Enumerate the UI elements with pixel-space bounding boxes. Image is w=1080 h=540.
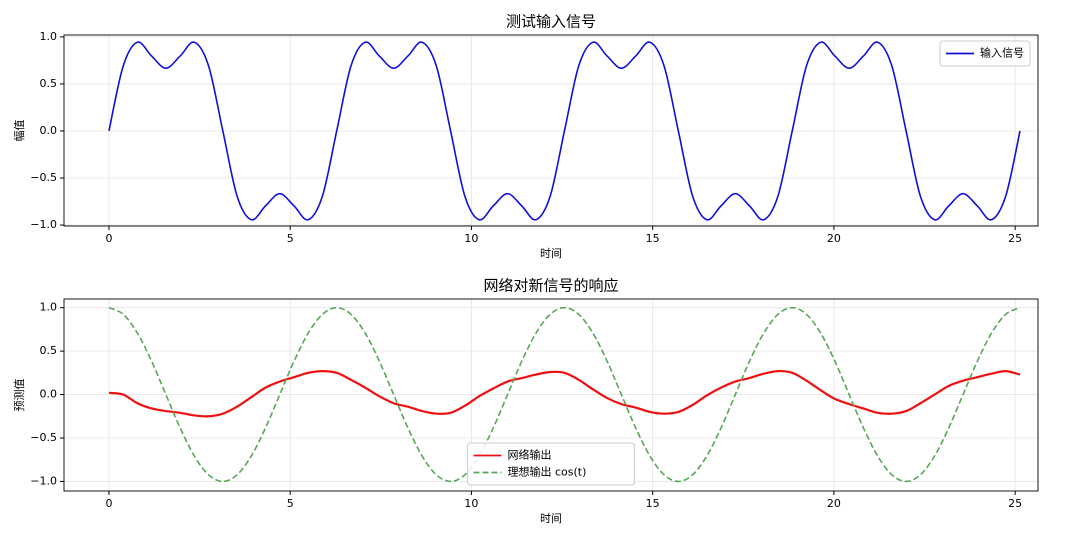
x-tick-label: 20 bbox=[827, 497, 841, 510]
legend-box bbox=[467, 442, 635, 486]
x-tick-label: 5 bbox=[287, 497, 294, 510]
legend: 输入信号 bbox=[939, 40, 1031, 67]
legend-label: 输入信号 bbox=[980, 46, 1024, 60]
y-tick-label: 0.0 bbox=[40, 124, 58, 137]
series-line bbox=[108, 306, 1021, 483]
x-tick-label: 0 bbox=[105, 232, 112, 245]
x-tick-label: 10 bbox=[464, 232, 478, 245]
y-tick-label: 1.0 bbox=[40, 30, 58, 43]
y-tick-label: −1.0 bbox=[30, 218, 57, 231]
x-tick-label: 0 bbox=[105, 497, 112, 510]
y-tick-label: −1.0 bbox=[30, 474, 57, 487]
chart-title: 网络对新信号的响应 bbox=[483, 277, 618, 295]
x-axis-label: 时间 bbox=[540, 512, 562, 525]
x-tick-label: 25 bbox=[1008, 497, 1022, 510]
x-tick-label: 20 bbox=[827, 232, 841, 245]
x-tick-label: 15 bbox=[646, 497, 660, 510]
series-line bbox=[108, 369, 1021, 418]
x-tick-label: 15 bbox=[646, 232, 660, 245]
x-tick-label: 10 bbox=[464, 497, 478, 510]
x-tick-label: 5 bbox=[287, 232, 294, 245]
axes-frame bbox=[63, 298, 1039, 492]
y-axis-label: 预测值 bbox=[13, 379, 26, 412]
legend-label: 理想输出 cos(t) bbox=[508, 465, 587, 479]
series-line bbox=[108, 41, 1021, 221]
axes-frame bbox=[63, 34, 1039, 227]
legend-box bbox=[939, 40, 1031, 67]
chart-title: 测试输入信号 bbox=[506, 13, 596, 31]
y-axis-label: 幅值 bbox=[13, 120, 26, 142]
y-tick-label: 0.5 bbox=[40, 344, 58, 357]
y-tick-label: −0.5 bbox=[30, 431, 57, 444]
x-axis-label: 时间 bbox=[540, 247, 562, 260]
y-tick-label: −0.5 bbox=[30, 171, 57, 184]
y-tick-label: 0.0 bbox=[40, 388, 58, 401]
x-tick-label: 25 bbox=[1008, 232, 1022, 245]
y-tick-label: 1.0 bbox=[40, 301, 58, 314]
y-tick-label: 0.5 bbox=[40, 77, 58, 90]
legend-label: 网络输出 bbox=[508, 448, 552, 462]
